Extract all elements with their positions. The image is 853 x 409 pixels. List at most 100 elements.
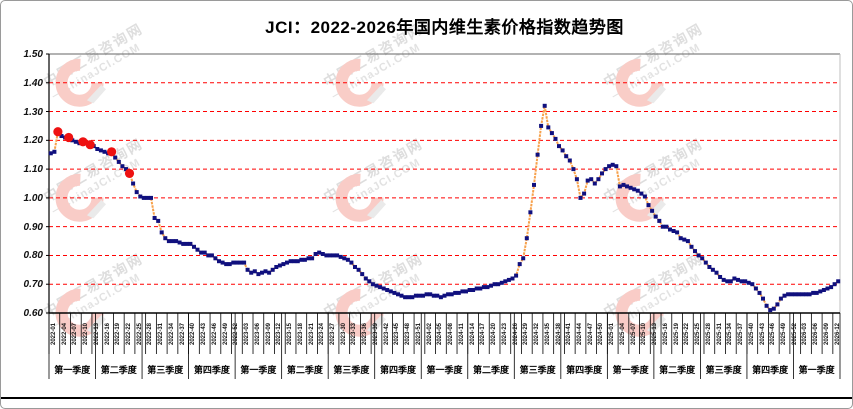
data-point-marker xyxy=(306,256,311,261)
quarter-label: 第三季度 xyxy=(147,365,184,375)
x-axis-tick-label: 2024-02 xyxy=(426,322,433,346)
data-point-marker xyxy=(188,241,193,246)
data-point-marker xyxy=(299,257,304,262)
data-point-marker xyxy=(528,210,533,215)
quarter-label: 第四季度 xyxy=(752,365,789,375)
y-axis-tick-label: 1.30 xyxy=(23,106,43,118)
quarter-label: 第三季度 xyxy=(705,365,742,375)
data-point-marker xyxy=(177,240,182,245)
data-point-marker xyxy=(124,167,128,172)
data-point-marker xyxy=(231,260,236,265)
quarter-label: 第一季度 xyxy=(798,365,835,375)
x-axis-tick-label: 2022-19 xyxy=(115,322,122,346)
x-axis-tick-label: 2025-13 xyxy=(652,322,659,346)
data-point-marker xyxy=(546,125,551,130)
data-point-marker xyxy=(485,285,490,290)
data-point-marker xyxy=(732,276,737,281)
quarter-label: 第二季度 xyxy=(286,365,323,375)
data-point-marker xyxy=(413,293,418,298)
data-point-marker xyxy=(578,195,583,200)
data-point-marker xyxy=(746,280,751,285)
quarter-label: 第一季度 xyxy=(612,365,649,375)
x-axis-tick-label: 2025-28 xyxy=(705,322,712,346)
data-point-marker xyxy=(421,293,425,298)
data-point-marker xyxy=(714,270,719,275)
x-axis-tick-label: 2022-40 xyxy=(190,322,197,346)
x-axis-tick-label: 2026-09 xyxy=(823,322,830,346)
data-point-marker xyxy=(617,184,622,189)
data-point-marker xyxy=(399,293,404,298)
data-point-marker xyxy=(73,139,78,144)
data-point-marker xyxy=(764,303,769,308)
quarter-label: 第三季度 xyxy=(519,365,556,375)
data-point-marker xyxy=(539,123,544,128)
data-point-marker xyxy=(653,214,658,219)
data-point-marker xyxy=(535,152,540,157)
data-point-marker xyxy=(660,224,665,229)
quarter-label: 第四季度 xyxy=(193,365,230,375)
data-point-marker xyxy=(302,257,307,262)
y-axis-tick-label: 1.10 xyxy=(23,164,43,176)
data-point-marker xyxy=(646,203,651,208)
data-point-marker xyxy=(349,260,354,265)
data-point-marker xyxy=(710,267,715,272)
y-axis-tick-label: 1.40 xyxy=(23,77,43,89)
highlight-point-marker xyxy=(107,147,117,157)
x-axis-tick-label: 2022-43 xyxy=(201,322,208,346)
data-point-marker xyxy=(138,194,143,199)
data-point-marker xyxy=(156,218,161,223)
data-point-marker xyxy=(209,253,214,258)
x-axis-tick-label: 2023-33 xyxy=(351,322,358,346)
data-point-marker xyxy=(431,293,436,298)
data-point-marker xyxy=(685,239,690,244)
quarter-label: 第一季度 xyxy=(426,365,463,375)
data-point-marker xyxy=(396,292,400,297)
data-point-marker xyxy=(650,208,655,213)
data-point-marker xyxy=(202,250,207,255)
data-point-marker xyxy=(542,103,547,108)
data-point-marker xyxy=(163,236,168,241)
data-point-marker xyxy=(768,308,773,313)
x-axis-tick-label: 2022-22 xyxy=(126,322,132,346)
x-axis-tick-label: 2025-10 xyxy=(641,322,648,346)
data-point-marker xyxy=(793,292,798,297)
data-point-marker xyxy=(621,182,626,187)
data-point-marker xyxy=(610,162,615,167)
data-point-marker xyxy=(360,272,365,277)
x-axis-tick-label: 2024-35 xyxy=(544,322,551,346)
x-axis-tick-label: 2023-36 xyxy=(362,322,369,346)
x-axis-tick-label: 2024-26 xyxy=(512,322,519,346)
data-point-marker xyxy=(95,147,100,151)
data-point-marker xyxy=(152,216,157,220)
data-point-marker xyxy=(113,155,118,160)
x-axis-tick-label: 2023-42 xyxy=(383,322,390,346)
data-point-marker xyxy=(335,253,340,258)
y-axis-tick-label: 0.70 xyxy=(23,279,43,291)
x-axis-tick-label: 2023-12 xyxy=(276,322,283,346)
data-point-marker xyxy=(761,296,765,301)
data-point-marker xyxy=(800,292,805,297)
x-axis-tick-label: 2023-30 xyxy=(340,322,347,346)
data-point-marker xyxy=(460,289,465,294)
data-point-marker xyxy=(829,285,834,290)
data-point-marker xyxy=(481,285,486,290)
x-axis-tick-label: 2025-04 xyxy=(619,322,626,346)
highlight-point-marker xyxy=(85,140,95,150)
x-axis-tick-label: 2025-01 xyxy=(609,322,616,346)
data-point-marker xyxy=(267,270,272,275)
data-point-marker xyxy=(159,230,164,235)
x-axis-tick-label: 2025-43 xyxy=(759,322,766,346)
y-axis-tick-label: 1.00 xyxy=(23,192,43,204)
data-point-marker xyxy=(560,148,565,153)
x-axis-tick-label: 2024-47 xyxy=(587,322,594,346)
data-point-marker xyxy=(381,286,386,291)
x-axis-tick-label: 2025-19 xyxy=(673,322,680,346)
data-point-marker xyxy=(328,253,332,258)
data-point-marker xyxy=(98,148,103,153)
data-point-marker xyxy=(668,227,672,232)
data-point-marker xyxy=(703,260,708,265)
data-point-marker xyxy=(378,285,383,290)
data-point-marker xyxy=(388,289,393,294)
data-point-marker xyxy=(446,292,451,297)
